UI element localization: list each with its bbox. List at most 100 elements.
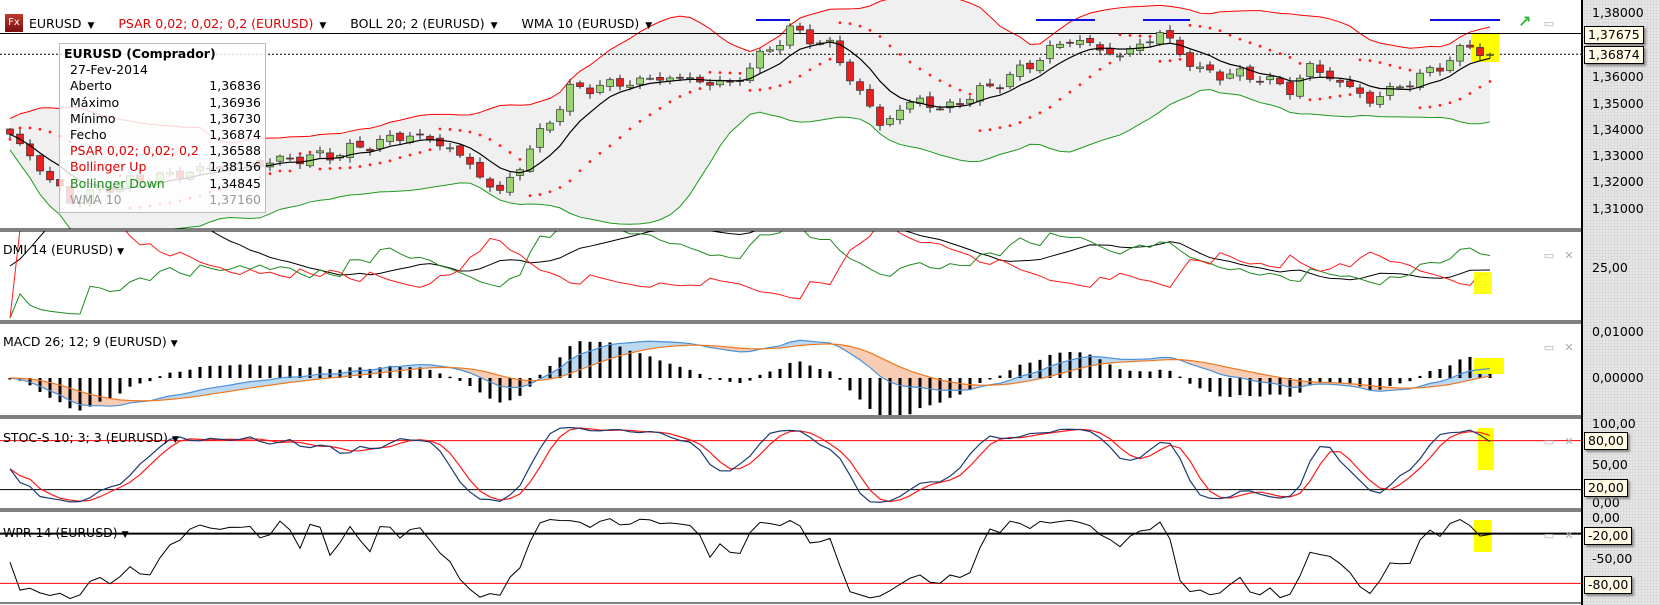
psar-dot — [8, 138, 12, 141]
legend-symbol[interactable]: EURUSD ▼ — [29, 16, 94, 31]
macd-histogram-bar — [278, 365, 282, 378]
macd-fill — [900, 366, 910, 387]
dmi-pane-label[interactable]: DMI 14 (EURUSD) ▼ — [3, 242, 124, 257]
psar-dot — [1018, 121, 1022, 124]
psar-dot — [918, 67, 922, 71]
tooltip-row: Aberto 1,36836 — [70, 78, 261, 94]
macd-histogram-bar — [918, 378, 922, 409]
stoc-pane-label[interactable]: STOC-S 10; 3; 3 (EURUSD) ▼ — [3, 430, 179, 445]
tooltip-value: 1,36836 — [209, 78, 261, 94]
macd-fill — [610, 343, 620, 359]
macd-histogram-bar — [1338, 378, 1342, 384]
psar-dot — [908, 60, 912, 64]
macd-histogram-bar — [988, 378, 992, 380]
bull-candle — [1486, 53, 1494, 56]
macd-fill — [120, 399, 130, 406]
tooltip-row: Bollinger Up 1,38156 — [70, 159, 261, 175]
macd-histogram-bar — [908, 378, 912, 415]
macd-line — [9, 339, 1491, 407]
psar-dot — [648, 113, 652, 117]
wpr-tick: 0,00 — [1592, 510, 1620, 525]
macd-histogram-bar — [148, 378, 152, 382]
highlight-box — [1474, 272, 1492, 294]
macd-histogram-bar — [118, 378, 122, 394]
legend-boll[interactable]: BOLL 20; 2 (EURUSD) ▼ — [350, 16, 497, 31]
macd-histogram-bar — [48, 378, 52, 398]
macd-histogram-bar — [8, 378, 12, 380]
macd-tick: 0,01000 — [1592, 324, 1644, 339]
macd-fill — [860, 349, 870, 368]
macd-histogram-bar — [758, 374, 762, 378]
psar-dot — [1178, 57, 1182, 61]
restore-window-icon[interactable]: ▭ — [1543, 341, 1555, 354]
bear-candle — [1216, 71, 1224, 81]
legend-wma[interactable]: WMA 10 (EURUSD) ▼ — [522, 16, 653, 31]
macd-histogram-bar — [1218, 378, 1222, 397]
close-pane-icon[interactable]: ✕ — [1564, 341, 1574, 354]
macd-fill — [80, 391, 90, 406]
restore-window-icon[interactable]: ▭ — [1543, 17, 1555, 30]
bull-candle — [1446, 60, 1454, 71]
macd-histogram-bar — [748, 378, 752, 381]
macd-fill — [1100, 356, 1110, 365]
trend-arrow-icon[interactable]: ↗ — [1518, 12, 1532, 31]
psar-dot — [778, 84, 782, 88]
bear-candle — [1186, 52, 1194, 67]
tooltip-row: Bollinger Down 1,34845 — [70, 176, 261, 192]
restore-window-icon[interactable]: ▭ — [1543, 435, 1555, 448]
macd-pane-label[interactable]: MACD 26; 12; 9 (EURUSD) ▼ — [3, 334, 178, 349]
psar-dot — [468, 130, 472, 134]
bull-candle — [1156, 32, 1164, 45]
macd-histogram-bar — [228, 365, 232, 378]
macd-fill — [220, 385, 230, 393]
macd-histogram-bar — [1208, 378, 1212, 392]
bull-candle — [596, 84, 604, 93]
restore-window-icon[interactable]: ▭ — [1543, 529, 1555, 542]
price-tick: 1,35000 — [1592, 96, 1644, 111]
psar-dot — [488, 137, 492, 141]
bear-candle — [856, 81, 864, 91]
macd-fill — [280, 376, 290, 384]
macd-fill — [1230, 367, 1240, 378]
close-pane-icon[interactable]: ✕ — [1564, 529, 1574, 542]
macd-fill — [1270, 375, 1280, 385]
macd-histogram-bar — [218, 365, 222, 378]
macd-histogram-bar — [108, 378, 112, 399]
bear-candle — [296, 156, 304, 165]
macd-histogram-bar — [1328, 378, 1332, 383]
bear-candle — [1406, 85, 1414, 88]
legend-psar[interactable]: PSAR 0,02; 0,02; 0,2 (EURUSD) ▼ — [118, 16, 326, 31]
macd-histogram-bar — [1028, 362, 1032, 378]
macd-histogram-bar — [38, 378, 42, 392]
close-pane-icon[interactable]: ✕ — [1564, 249, 1574, 262]
chart-canvas[interactable] — [0, 0, 1583, 605]
tooltip-row: Fecho 1,36874 — [70, 127, 261, 143]
psar-dot — [1378, 61, 1382, 64]
macd-fill — [50, 382, 60, 396]
psar-dot — [668, 100, 672, 104]
bear-candle — [836, 40, 844, 64]
macd-histogram-bar — [1008, 370, 1012, 378]
bollinger-down-line — [9, 88, 1491, 229]
psar-dot — [278, 169, 282, 173]
psar-dot — [318, 167, 322, 171]
macd-histogram-bar — [1448, 365, 1452, 378]
macd-histogram-bar — [1318, 378, 1322, 383]
bear-candle — [1326, 70, 1334, 80]
tooltip-value: 1,36936 — [209, 94, 261, 110]
macd-histogram-bar — [828, 371, 832, 378]
bear-candle — [396, 132, 404, 141]
close-pane-icon[interactable]: ✕ — [1564, 435, 1574, 448]
bull-candle — [1046, 45, 1054, 59]
bear-candle — [1286, 81, 1294, 95]
macd-fill — [1440, 378, 1450, 386]
price-axis[interactable] — [1583, 0, 1660, 605]
bull-candle — [1416, 72, 1424, 88]
restore-window-icon[interactable]: ▭ — [1543, 249, 1555, 262]
wpr-pane-label[interactable]: WPR 14 (EURUSD) ▼ — [3, 525, 129, 540]
macd-tick: 0,00000 — [1592, 370, 1644, 385]
bear-candle — [356, 140, 364, 148]
macd-histogram-bar — [428, 369, 432, 378]
psar-dot — [1228, 33, 1232, 37]
wpr-20-box: -20,00 — [1584, 527, 1633, 545]
